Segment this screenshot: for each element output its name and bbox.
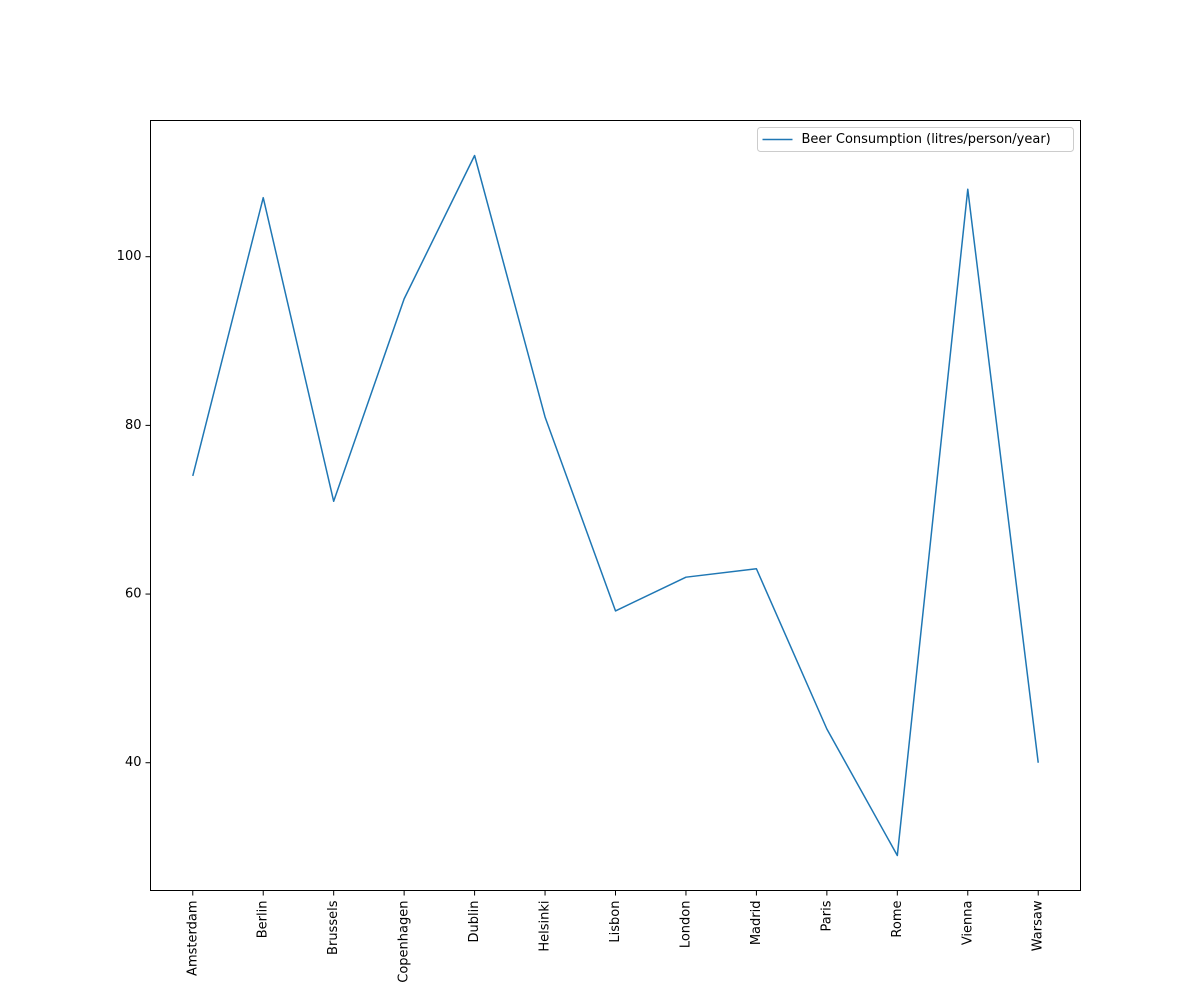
x-tick-label: Paris bbox=[819, 900, 834, 931]
x-tick-label: Berlin bbox=[256, 901, 271, 939]
x-tick-label: Amsterdam bbox=[185, 901, 200, 976]
x-tick-label: Dublin bbox=[467, 901, 482, 943]
y-tick-label: 60 bbox=[125, 587, 142, 602]
y-tick-label: 40 bbox=[125, 755, 142, 770]
x-tick-label: Brussels bbox=[326, 900, 341, 955]
x-tick-label: Helsinki bbox=[538, 901, 553, 952]
y-tick-label: 100 bbox=[117, 249, 142, 264]
x-tick-label: Vienna bbox=[960, 901, 975, 946]
x-tick-label: Lisbon bbox=[608, 901, 623, 943]
legend-box bbox=[757, 127, 1074, 152]
plot-frame bbox=[150, 120, 1081, 891]
line-series bbox=[192, 154, 1039, 857]
legend-label: Beer Consumption (litres/person/year) bbox=[802, 132, 1051, 147]
x-tick-label: Rome bbox=[890, 901, 905, 938]
y-tick-label: 80 bbox=[125, 418, 142, 433]
x-tick-label: Madrid bbox=[749, 901, 764, 946]
x-tick-label: Copenhagen bbox=[397, 901, 412, 983]
x-tick-label: London bbox=[678, 901, 693, 949]
x-tick-label: Warsaw bbox=[1031, 900, 1046, 951]
